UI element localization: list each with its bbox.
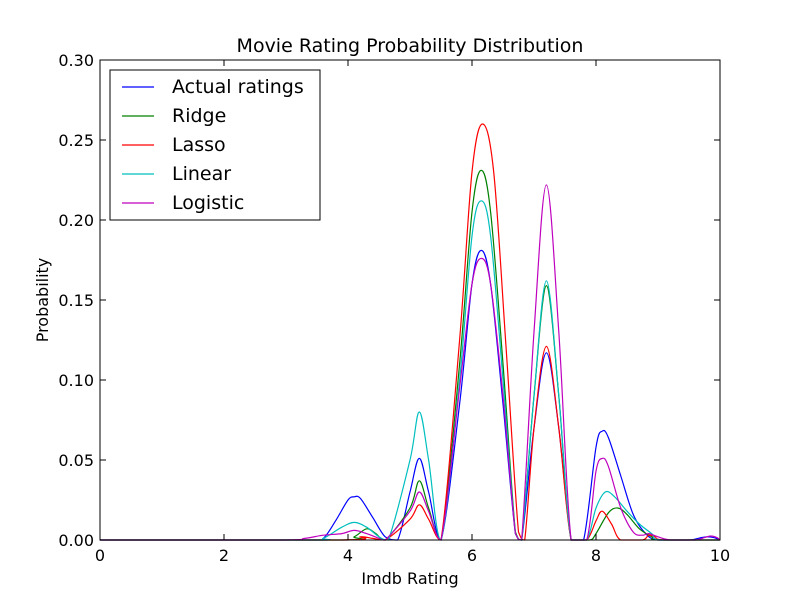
x-axis-title: Imdb Rating <box>361 569 458 588</box>
chart-title: Movie Rating Probability Distribution <box>237 35 584 57</box>
legend-label: Actual ratings <box>172 76 304 98</box>
y-tick-label: 0.25 <box>58 131 94 150</box>
legend-label: Logistic <box>172 192 244 214</box>
legend-entries: Actual ratings Ridge Lasso Linear Logistic <box>122 76 304 214</box>
legend: Actual ratings Ridge Lasso Linear Logistic <box>109 69 321 221</box>
series-layer <box>100 123 721 541</box>
y-tick-label: 0.00 <box>58 531 94 550</box>
series-line-linear <box>100 200 720 541</box>
legend-label: Lasso <box>172 134 226 156</box>
legend-entry-ridge: Ridge <box>122 105 226 127</box>
y-axis-ticks: 0.00 0.05 0.10 0.15 0.20 0.25 0.30 <box>58 51 720 550</box>
y-tick-label: 0.10 <box>58 371 94 390</box>
x-tick-label: 2 <box>219 546 229 565</box>
y-tick-label: 0.05 <box>58 451 94 470</box>
legend-label: Ridge <box>172 105 226 127</box>
x-tick-label: 6 <box>467 546 477 565</box>
x-tick-label: 10 <box>710 546 730 565</box>
legend-label: Linear <box>172 163 231 185</box>
y-axis-title: Probability <box>33 258 52 343</box>
y-tick-label: 0.20 <box>58 211 94 230</box>
series-line-actual-ratings <box>100 249 721 541</box>
legend-entry-actual-ratings: Actual ratings <box>122 76 304 98</box>
x-tick-label: 0 <box>95 546 105 565</box>
legend-entry-logistic: Logistic <box>122 192 244 214</box>
series-line-ridge <box>100 169 720 541</box>
legend-entry-linear: Linear <box>122 163 231 185</box>
y-tick-label: 0.30 <box>58 51 94 70</box>
series-line-lasso <box>100 123 720 541</box>
x-axis-ticks: 0 2 4 6 8 10 <box>95 60 730 565</box>
series-line-logistic <box>100 184 721 541</box>
x-tick-label: 8 <box>591 546 601 565</box>
legend-entry-lasso: Lasso <box>122 134 226 156</box>
y-tick-label: 0.15 <box>58 291 94 310</box>
x-tick-label: 4 <box>343 546 353 565</box>
